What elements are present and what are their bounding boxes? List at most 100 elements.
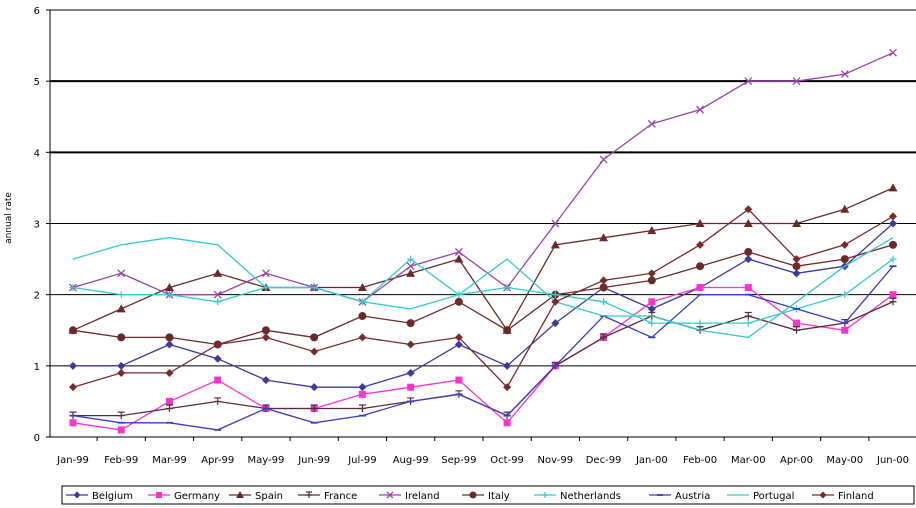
y-axis-title: annual rate: [4, 192, 14, 244]
data-point: [117, 411, 125, 420]
data-point: [889, 219, 897, 228]
data-point: [69, 284, 77, 292]
series-portugal: [72, 237, 894, 339]
data-point: [213, 354, 222, 363]
data-point: [744, 311, 752, 320]
x-tick-label: Apr-00: [780, 455, 813, 466]
series-belgium: [69, 219, 897, 392]
data-point: [214, 376, 222, 384]
data-point: [889, 212, 897, 221]
data-point: [744, 284, 752, 292]
data-point: [261, 269, 270, 278]
data-point: [696, 105, 705, 114]
data-point: [819, 491, 827, 499]
series-finland: [69, 205, 897, 392]
series-line: [72, 187, 894, 332]
data-point: [358, 383, 367, 392]
data-point: [236, 491, 244, 498]
x-tick-label: May-99: [248, 455, 285, 466]
data-point: [165, 404, 173, 413]
data-point: [647, 226, 657, 235]
series-line: [72, 237, 894, 339]
y-tick-label: 2: [34, 291, 40, 302]
data-point: [358, 390, 366, 398]
data-point: [599, 283, 608, 292]
data-point: [261, 326, 270, 335]
data-point: [358, 333, 367, 342]
data-point: [310, 333, 319, 342]
data-point: [550, 240, 560, 249]
series-line: [72, 52, 894, 303]
data-point: [117, 333, 126, 342]
data-point: [599, 155, 608, 164]
data-point: [406, 319, 415, 328]
series-line: [73, 301, 894, 417]
data-point: [840, 70, 849, 79]
legend-item-finland: Finland: [812, 491, 874, 502]
data-point: [840, 240, 849, 249]
data-point: [165, 291, 173, 299]
legend-label: Ireland: [405, 491, 440, 502]
series-lines: [68, 48, 898, 434]
data-point: [696, 262, 705, 271]
legend-label: France: [324, 491, 357, 502]
data-point: [117, 361, 126, 370]
legend-label: Spain: [255, 491, 283, 502]
data-point: [164, 283, 174, 292]
data-point: [156, 492, 162, 498]
x-tick-labels: Jan-99 Feb-99 Mar-99 Apr-99 May-99 Jun-99 Jul-…: [56, 455, 909, 466]
data-point: [69, 383, 77, 392]
data-point: [454, 254, 464, 263]
data-point: [214, 397, 222, 405]
data-point: [599, 233, 609, 242]
data-point: [69, 361, 77, 370]
data-point: [69, 326, 77, 335]
data-point: [551, 219, 560, 228]
legend: Belgium Germany Spain France Ireland Italy Net…: [61, 485, 915, 505]
data-point: [695, 219, 705, 227]
data-point: [213, 268, 223, 277]
x-tick-label: Apr-99: [201, 455, 234, 466]
series-line: [73, 223, 894, 388]
data-point: [841, 326, 849, 334]
data-point: [406, 268, 416, 277]
data-point: [73, 491, 81, 499]
data-point: [647, 304, 656, 313]
x-tick-label: Mar-99: [152, 455, 187, 466]
data-point: [117, 269, 126, 278]
data-point: [600, 333, 608, 341]
legend-item-belgium: Belgium: [66, 491, 133, 502]
data-point: [214, 298, 222, 306]
data-point: [792, 219, 802, 227]
data-point: [454, 340, 463, 349]
data-point: [551, 319, 560, 328]
legend-item-ireland: Ireland: [379, 491, 440, 502]
legend-box: [61, 485, 915, 505]
y-tick-label: 6: [34, 6, 40, 17]
data-point: [454, 333, 463, 342]
data-point: [744, 205, 753, 214]
data-point: [792, 262, 801, 271]
data-point: [551, 297, 560, 306]
data-point: [165, 368, 174, 377]
data-point: [357, 283, 367, 292]
legend-label: Austria: [675, 491, 710, 502]
x-tick-label: May-00: [826, 455, 863, 466]
x-tick-label: Mar-00: [731, 455, 766, 466]
legend-item-germany: Germany: [148, 491, 220, 502]
data-point: [310, 347, 319, 356]
data-point: [840, 204, 850, 213]
data-point: [696, 319, 704, 327]
data-point: [793, 326, 801, 334]
y-tick-label: 1: [34, 362, 40, 373]
legend-label: Portugal: [753, 491, 794, 502]
data-point: [407, 383, 415, 391]
data-point: [310, 383, 319, 392]
data-point: [792, 255, 801, 264]
data-point: [358, 404, 366, 413]
data-point: [454, 297, 463, 306]
x-tick-label: Aug-99: [393, 455, 429, 466]
data-point: [310, 404, 318, 413]
data-point: [889, 291, 897, 299]
